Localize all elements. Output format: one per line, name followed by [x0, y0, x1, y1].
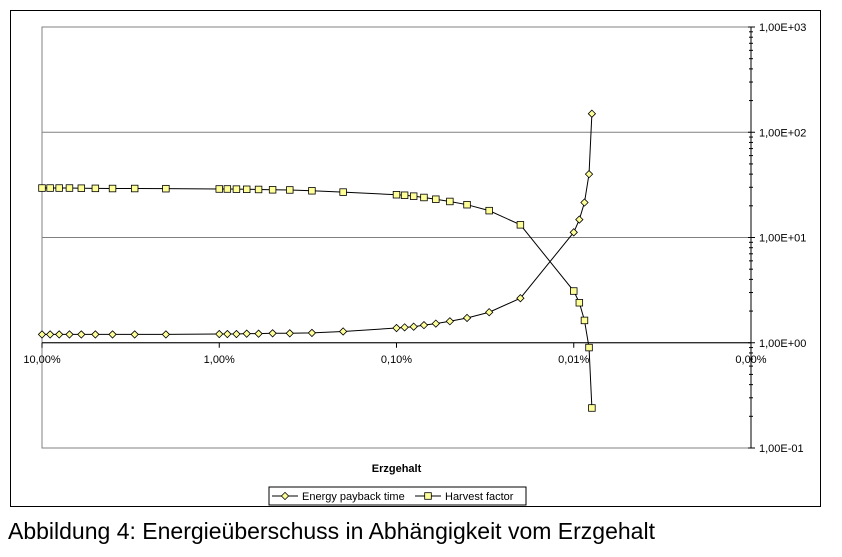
data-point-energy-payback-time: [569, 228, 578, 237]
chart-svg: 1,00E-01 1,00E+00 1,00E+01 1,00E+02 1,00E+03…: [23, 22, 806, 506]
data-point-energy-payback-time: [215, 329, 224, 339]
data-point-harvest-factor: [432, 195, 440, 203]
data-point-energy-payback-time: [419, 320, 429, 330]
data-point-harvest-factor: [392, 191, 401, 199]
y-tick-label: 1,00E-01: [759, 443, 804, 455]
x-tick-label: 10,00%: [23, 354, 61, 366]
data-point-harvest-factor: [65, 184, 74, 192]
data-point-harvest-factor: [215, 185, 223, 193]
data-point-harvest-factor: [91, 184, 100, 193]
data-point-energy-payback-time: [431, 319, 440, 328]
data-point-energy-payback-time: [65, 330, 74, 339]
y-tick-label: 1,00E+01: [759, 233, 806, 245]
series-energy-payback-time: [37, 109, 597, 339]
data-point-harvest-factor: [420, 193, 428, 202]
data-point-energy-payback-time: [516, 294, 525, 303]
data-point-harvest-factor: [130, 184, 139, 193]
data-point-harvest-factor: [516, 221, 525, 229]
data-point-energy-payback-time: [580, 198, 589, 207]
data-point-energy-payback-time: [223, 329, 232, 339]
x-tick-label: 0,01%: [558, 354, 589, 366]
series-harvest-factor: [38, 184, 596, 412]
x-axis-title: Erzgehalt: [372, 463, 422, 475]
legend-entry-label: Harvest factor: [445, 491, 514, 503]
data-point-energy-payback-time: [400, 323, 409, 332]
data-point-energy-payback-time: [445, 317, 455, 326]
legend-entry-label: Energy payback time: [302, 491, 405, 503]
data-point-harvest-factor: [254, 185, 263, 194]
data-point-energy-payback-time: [409, 322, 418, 331]
data-point-harvest-factor: [463, 200, 471, 209]
data-point-energy-payback-time: [485, 308, 494, 317]
legend: Energy payback time Harvest factor: [268, 486, 527, 506]
data-point-energy-payback-time: [268, 329, 277, 338]
data-point-energy-payback-time: [462, 313, 472, 323]
data-point-harvest-factor: [570, 287, 578, 295]
data-point-harvest-factor: [446, 197, 454, 206]
data-point-energy-payback-time: [55, 330, 64, 339]
figure-caption: Abbildung 4: Energieüberschuss in Abhäng…: [8, 518, 655, 544]
data-point-harvest-factor: [46, 184, 54, 192]
data-point-energy-payback-time: [242, 329, 251, 338]
legend-swatch-marker: [424, 492, 432, 500]
y-tick-label: 1,00E+03: [759, 22, 806, 34]
data-point-energy-payback-time: [37, 330, 47, 339]
data-point-harvest-factor: [243, 185, 251, 194]
y-tick-label: 1,00E+02: [759, 127, 806, 139]
data-point-harvest-factor: [268, 186, 277, 194]
data-point-energy-payback-time: [161, 330, 171, 339]
data-point-harvest-factor: [580, 316, 589, 325]
data-point-harvest-factor: [585, 343, 593, 352]
axes: 1,00E-01 1,00E+00 1,00E+01 1,00E+02 1,00E+03…: [23, 22, 806, 455]
x-tick-label: 0,10%: [381, 354, 412, 366]
data-point-energy-payback-time: [130, 330, 139, 339]
data-point-harvest-factor: [223, 185, 232, 193]
data-point-harvest-factor: [55, 184, 63, 192]
grid-lines: [41, 26, 752, 449]
x-tick-label: 1,00%: [204, 354, 235, 366]
data-point-harvest-factor: [485, 206, 493, 215]
data-point-energy-payback-time: [45, 330, 55, 339]
data-point-harvest-factor: [400, 191, 409, 199]
x-tick-label: 0,00%: [735, 354, 766, 366]
data-point-energy-payback-time: [91, 330, 100, 339]
legend-swatch-marker: [280, 491, 290, 501]
data-point-energy-payback-time: [392, 323, 401, 333]
legend-box: [268, 486, 527, 506]
data-point-harvest-factor: [588, 404, 596, 412]
data-point-harvest-factor: [232, 185, 241, 193]
data-point-harvest-factor: [162, 184, 170, 193]
data-point-harvest-factor: [108, 184, 117, 193]
data-point-energy-payback-time: [584, 169, 594, 179]
data-point-energy-payback-time: [108, 330, 117, 339]
data-point-harvest-factor: [409, 192, 418, 200]
data-point-energy-payback-time: [77, 330, 86, 339]
data-point-energy-payback-time: [307, 328, 317, 338]
data-point-energy-payback-time: [338, 327, 348, 336]
data-point-energy-payback-time: [254, 329, 263, 338]
series-line-energy-payback-time: [42, 113, 593, 335]
series-line-harvest-factor: [42, 187, 593, 409]
data-point-harvest-factor: [77, 184, 86, 192]
data-point-energy-payback-time: [575, 215, 584, 224]
data-point-energy-payback-time: [232, 329, 241, 339]
data-point-harvest-factor: [575, 299, 584, 307]
data-point-energy-payback-time: [587, 109, 597, 118]
data-point-harvest-factor: [286, 186, 294, 194]
data-point-energy-payback-time: [285, 329, 294, 338]
series-layer: [37, 109, 597, 412]
chart-frame: 1,00E-01 1,00E+00 1,00E+01 1,00E+02 1,00E+03…: [10, 10, 821, 507]
data-point-harvest-factor: [339, 188, 347, 196]
y-tick-label: 1,00E+00: [759, 338, 806, 350]
data-point-harvest-factor: [38, 184, 46, 192]
data-point-harvest-factor: [308, 187, 316, 195]
